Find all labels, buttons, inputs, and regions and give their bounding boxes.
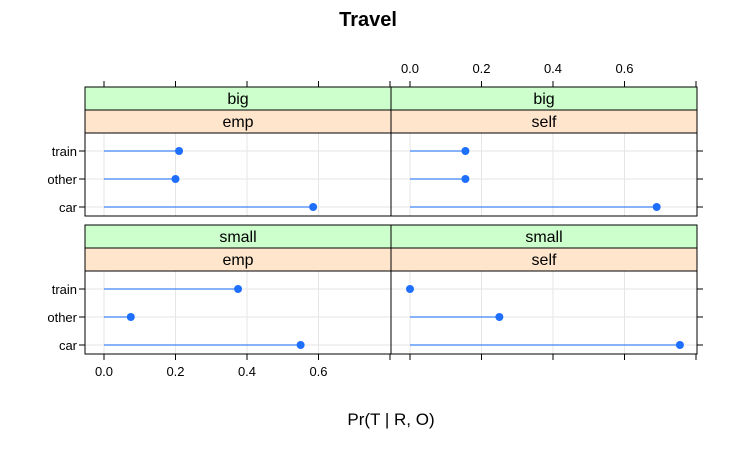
x-tick-label-bottom: 0.0 xyxy=(95,364,113,379)
strip-label-top: big xyxy=(533,91,554,108)
strip-label-bottom: self xyxy=(532,252,557,269)
panel-big-self: big self xyxy=(390,86,698,217)
strip-label-top: big xyxy=(227,91,248,108)
y-tick-label-train: train xyxy=(52,144,77,159)
panel-border xyxy=(390,270,698,355)
strip-label-bottom: emp xyxy=(222,114,253,131)
chart-title: Travel xyxy=(339,9,397,31)
data-point-car xyxy=(675,341,684,349)
x-tick-label-top: 0.0 xyxy=(401,61,419,76)
x-axis-title: Pr(T | R, O) xyxy=(347,410,434,429)
data-point-car xyxy=(296,341,305,349)
data-point-other xyxy=(126,313,135,321)
x-tick-label-bottom: 0.4 xyxy=(238,364,256,379)
panel-grid: big emp train other car big self small emp train o… xyxy=(47,86,698,355)
y-tick-label-car: car xyxy=(59,338,78,353)
panel-border xyxy=(84,132,392,217)
x-tick-label-top: 0.2 xyxy=(472,61,490,76)
panel-small-self: small self xyxy=(390,224,698,355)
panel-border xyxy=(84,270,392,355)
data-point-train xyxy=(234,285,243,293)
data-point-other xyxy=(495,313,504,321)
y-tick-label-train: train xyxy=(52,282,77,297)
data-point-car xyxy=(652,203,661,211)
data-point-car xyxy=(309,203,318,211)
data-point-train xyxy=(461,147,470,155)
strip-label-top: small xyxy=(525,229,562,246)
panel-big-emp: big emp train other car xyxy=(47,86,392,217)
x-tick-label-bottom: 0.6 xyxy=(309,364,327,379)
y-tick-label-other: other xyxy=(47,172,77,187)
data-point-other xyxy=(461,175,470,183)
data-point-train xyxy=(175,147,184,155)
strip-label-bottom: emp xyxy=(222,252,253,269)
axes: 0.0 0.0 0.2 0.2 0.4 0.4 0.6 0.6 xyxy=(79,61,703,379)
x-tick-label-bottom: 0.2 xyxy=(166,364,184,379)
x-tick-label-top: 0.4 xyxy=(544,61,562,76)
panel-border xyxy=(390,132,698,217)
x-tick-label-top: 0.6 xyxy=(615,61,633,76)
data-point-train xyxy=(406,285,414,293)
y-tick-label-car: car xyxy=(59,200,78,215)
data-point-other xyxy=(171,175,180,183)
strip-label-bottom: self xyxy=(532,114,557,131)
y-tick-label-other: other xyxy=(47,310,77,325)
panel-small-emp: small emp train other car xyxy=(47,224,392,355)
strip-label-top: small xyxy=(219,229,256,246)
